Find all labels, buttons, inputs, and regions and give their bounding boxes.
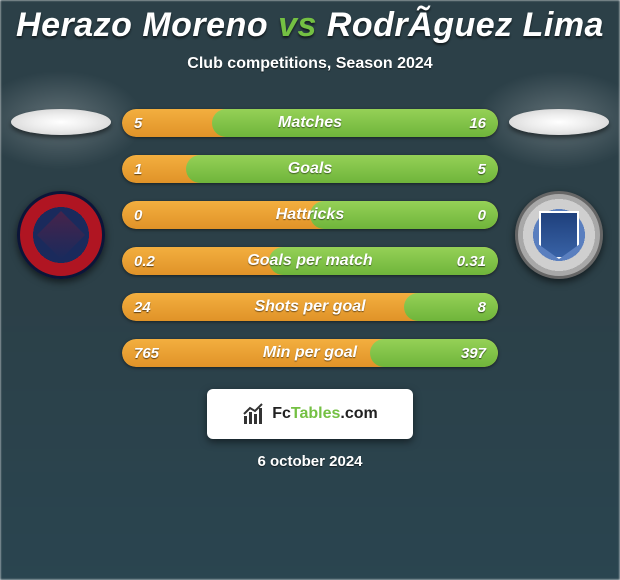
stat-bar: 516Matches <box>122 109 498 137</box>
season-subtitle: Club competitions, Season 2024 <box>0 55 620 73</box>
footer-site-suffix: .com <box>340 405 377 422</box>
stat-bar: 0.20.31Goals per match <box>122 247 498 275</box>
player1-club-badge-icon <box>17 191 105 279</box>
player1-coin-icon <box>11 109 111 135</box>
comparison-widget: Herazo Moreno vs RodrÃ­guez Lima Club co… <box>0 0 620 470</box>
player2-coin-icon <box>509 109 609 135</box>
footer-site-card: FcTables.com <box>207 389 413 439</box>
stat-label: Goals per match <box>122 247 498 275</box>
main-row: 516Matches 15Goals 00Hattricks 0.20.31Goals… <box>0 109 620 367</box>
player2-club-badge-icon <box>515 191 603 279</box>
footer-site-label: FcTables.com <box>272 405 378 423</box>
stat-bars: 516Matches 15Goals 00Hattricks 0.20.31Goals… <box>116 109 504 367</box>
stat-bar: 00Hattricks <box>122 201 498 229</box>
stat-label: Goals <box>122 155 498 183</box>
right-side <box>504 109 614 279</box>
chart-icon <box>242 402 266 426</box>
stat-bar: 15Goals <box>122 155 498 183</box>
stat-label: Hattricks <box>122 201 498 229</box>
footer-site-prefix: Fc <box>272 405 291 422</box>
vs-separator: vs <box>278 6 317 44</box>
player1-name: Herazo Moreno <box>16 6 268 44</box>
footer-site-highlight: Tables <box>291 405 341 422</box>
stat-bar: 248Shots per goal <box>122 293 498 321</box>
stat-label: Shots per goal <box>122 293 498 321</box>
player2-name: RodrÃ­guez Lima <box>327 6 604 44</box>
page-title: Herazo Moreno vs RodrÃ­guez Lima <box>0 6 620 45</box>
stat-label: Matches <box>122 109 498 137</box>
footer-date: 6 october 2024 <box>0 453 620 470</box>
left-side <box>6 109 116 279</box>
stat-bar: 765397Min per goal <box>122 339 498 367</box>
stat-label: Min per goal <box>122 339 498 367</box>
